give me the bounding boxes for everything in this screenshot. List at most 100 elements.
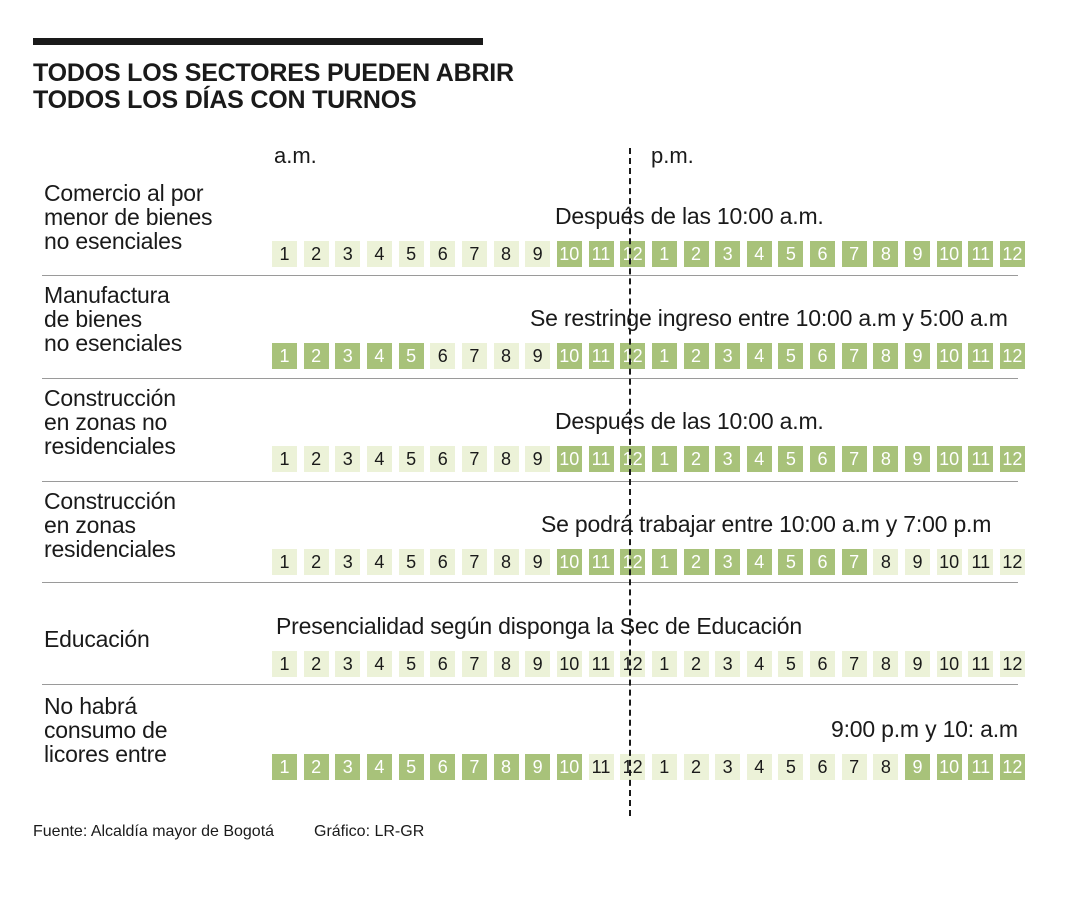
hour-cell-inactive: 4: [366, 241, 392, 267]
hour-cell-inactive: 6: [430, 241, 456, 267]
hour-cell-inactive: 11: [968, 549, 994, 575]
hour-cell-active: 11: [968, 343, 994, 369]
hour-cell-inactive: 7: [461, 343, 487, 369]
hour-cell-active: 6: [430, 754, 456, 780]
sector-name-line: en zonas: [44, 512, 136, 538]
sector-name: Construcción en zonas no residenciales: [44, 386, 274, 458]
hour-cell-inactive: 4: [746, 754, 772, 780]
hour-cell-inactive: 12: [620, 754, 646, 780]
hour-cell-inactive: 10: [936, 549, 962, 575]
hour-cell-active: 12: [620, 241, 646, 267]
row-separator: [42, 582, 1018, 583]
sector-row: Manufactura de bienes no esenciales Se rest…: [0, 277, 1080, 379]
hour-cell-inactive: 8: [493, 241, 519, 267]
hour-cell-inactive: 1: [272, 549, 297, 575]
hour-cell-inactive: 10: [936, 651, 962, 677]
noon-divider: [629, 148, 631, 816]
row-separator: [42, 684, 1018, 685]
hour-cell-active: 12: [999, 241, 1025, 267]
hour-cell-inactive: 10: [556, 651, 582, 677]
hour-cell-inactive: 9: [525, 343, 551, 369]
sector-name-line: de bienes: [44, 306, 142, 332]
sector-name: No habrá consumo de licores entre: [44, 694, 274, 766]
sector-name-line: Construcción: [44, 488, 176, 514]
hour-cell-active: 5: [398, 343, 424, 369]
hour-cell-active: 2: [683, 446, 709, 472]
schedule-note: Presencialidad según disponga la Sec de …: [276, 613, 802, 639]
hour-cell-inactive: 12: [999, 549, 1025, 575]
hour-cell-inactive: 5: [398, 446, 424, 472]
hour-cell-inactive: 2: [303, 446, 329, 472]
hour-cell-inactive: 5: [778, 651, 804, 677]
schedule-note: Se restringe ingreso entre 10:00 a.m y 5…: [530, 305, 1008, 331]
hour-cell-inactive: 7: [461, 549, 487, 575]
hour-cell-active: 7: [841, 446, 867, 472]
sector-name-line: Manufactura: [44, 282, 170, 308]
hour-cell-inactive: 12: [999, 651, 1025, 677]
hour-cell-active: 11: [968, 754, 994, 780]
hour-cell-inactive: 9: [525, 446, 551, 472]
hour-cell-inactive: 1: [272, 446, 297, 472]
sector-name: Comercio al por menor de bienes no esencia…: [44, 181, 274, 253]
hour-cell-inactive: 2: [303, 241, 329, 267]
hour-cell-active: 12: [999, 754, 1025, 780]
hour-cell-active: 1: [651, 446, 677, 472]
hour-cell-active: 7: [841, 549, 867, 575]
hour-cell-inactive: 5: [398, 651, 424, 677]
hour-cell-active: 8: [873, 343, 899, 369]
hour-cell-inactive: 5: [398, 549, 424, 575]
hour-cell-active: 11: [588, 549, 614, 575]
hour-cell-inactive: 8: [873, 651, 899, 677]
hour-cell-active: 6: [810, 241, 835, 267]
hour-cell-active: 8: [493, 754, 519, 780]
hour-cell-inactive: 3: [335, 241, 361, 267]
hour-cell-active: 5: [398, 754, 424, 780]
hour-cell-active: 1: [651, 241, 677, 267]
hour-cell-active: 5: [778, 241, 804, 267]
hour-cell-inactive: 7: [461, 446, 487, 472]
hour-cell-active: 7: [461, 754, 487, 780]
title-line-2: TODOS LOS DÍAS CON TURNOS: [33, 86, 417, 114]
hour-cell-active: 2: [303, 343, 329, 369]
hour-cell-active: 10: [936, 343, 962, 369]
hour-cell-active: 9: [905, 241, 930, 267]
pm-label: p.m.: [651, 143, 694, 168]
hour-cell-inactive: 5: [778, 754, 804, 780]
hour-cell-inactive: 1: [272, 651, 297, 677]
hour-cell-active: 10: [556, 446, 582, 472]
hour-cell-active: 9: [905, 754, 930, 780]
hour-cell-inactive: 4: [366, 549, 392, 575]
hour-cell-inactive: 2: [683, 754, 709, 780]
sector-name: Educación: [44, 627, 274, 651]
hour-cell-active: 10: [936, 754, 962, 780]
hour-cell-inactive: 2: [303, 549, 329, 575]
hour-cell-inactive: 9: [525, 241, 551, 267]
hour-cell-active: 12: [999, 343, 1025, 369]
sector-name-line: licores entre: [44, 741, 167, 767]
hour-cell-active: 2: [683, 343, 709, 369]
hour-cell-active: 10: [936, 446, 962, 472]
hour-cell-active: 3: [715, 343, 741, 369]
hour-cell-inactive: 8: [873, 754, 899, 780]
hour-cell-active: 1: [272, 343, 297, 369]
hour-cell-active: 9: [525, 754, 551, 780]
hour-cell-active: 5: [778, 343, 804, 369]
chart-title: TODOS LOS SECTORES PUEDEN ABRIR TODOS LO…: [33, 60, 593, 114]
sector-name-line: menor de bienes: [44, 204, 213, 230]
sector-name-line: residenciales: [44, 433, 176, 459]
hour-cell-active: 10: [556, 754, 582, 780]
hour-cell-inactive: 4: [366, 651, 392, 677]
hour-cell-inactive: 3: [335, 549, 361, 575]
hour-cell-active: 12: [999, 446, 1025, 472]
hour-cell-inactive: 6: [430, 549, 456, 575]
hour-cell-active: 10: [936, 241, 962, 267]
hour-cell-inactive: 8: [493, 549, 519, 575]
sector-name: Manufactura de bienes no esenciales: [44, 283, 274, 355]
hour-cell-inactive: 4: [366, 446, 392, 472]
hour-cell-active: 4: [366, 754, 392, 780]
hour-cell-inactive: 7: [461, 651, 487, 677]
sector-name-line: No habrá: [44, 693, 138, 719]
sector-name: Construcción en zonas residenciales: [44, 489, 274, 561]
hour-cell-active: 8: [873, 446, 899, 472]
schedule-note: Después de las 10:00 a.m.: [555, 203, 824, 229]
